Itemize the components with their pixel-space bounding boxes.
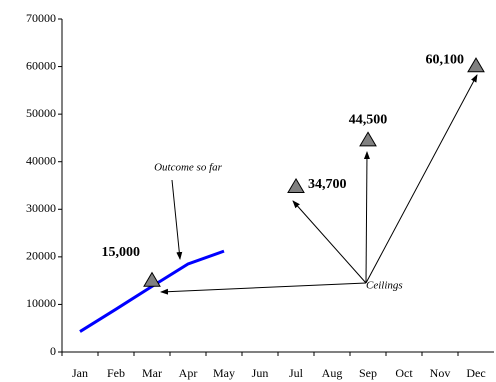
y-tick-label: 30000 xyxy=(26,201,56,215)
triangle-marker xyxy=(467,57,485,73)
line-series xyxy=(79,249,225,333)
x-tick-label: Sep xyxy=(359,366,377,380)
triangle-marker xyxy=(143,271,161,287)
value-label: 44,500 xyxy=(349,113,388,128)
triangle-marker xyxy=(359,131,377,147)
annotation-arrow xyxy=(292,200,367,284)
x-tick-label: Oct xyxy=(395,366,413,380)
value-label: 34,700 xyxy=(308,177,347,192)
annotation-arrow xyxy=(365,74,478,284)
value-label: 15,000 xyxy=(102,245,141,260)
y-tick-label: 70000 xyxy=(26,11,56,25)
value-label: 60,100 xyxy=(426,52,465,67)
y-tick-label: 40000 xyxy=(26,153,56,167)
x-tick-label: Feb xyxy=(107,366,125,380)
y-tick-label: 10000 xyxy=(26,296,56,310)
x-tick-label: Aug xyxy=(322,366,343,380)
x-tick-label: Jun xyxy=(252,366,269,380)
x-tick-label: Jan xyxy=(72,366,88,380)
annotation: Ceilings xyxy=(366,280,403,292)
x-tick-label: Nov xyxy=(430,366,451,380)
x-tick-label: Jul xyxy=(289,366,304,380)
y-tick-label: 20000 xyxy=(26,249,56,263)
annotation-arrow xyxy=(363,151,370,284)
annotation: Outcome so far xyxy=(154,162,223,174)
annotation-arrow xyxy=(171,179,183,260)
y-tick-label: 0 xyxy=(50,344,56,358)
y-tick-label: 50000 xyxy=(26,106,56,120)
x-tick-label: Mar xyxy=(142,366,162,380)
triangle-marker xyxy=(287,177,305,194)
x-tick-label: Dec xyxy=(466,366,485,380)
y-tick-label: 60000 xyxy=(26,58,56,72)
x-tick-label: Apr xyxy=(179,366,198,380)
x-tick-label: May xyxy=(213,366,235,380)
annotation-arrow xyxy=(160,282,367,295)
